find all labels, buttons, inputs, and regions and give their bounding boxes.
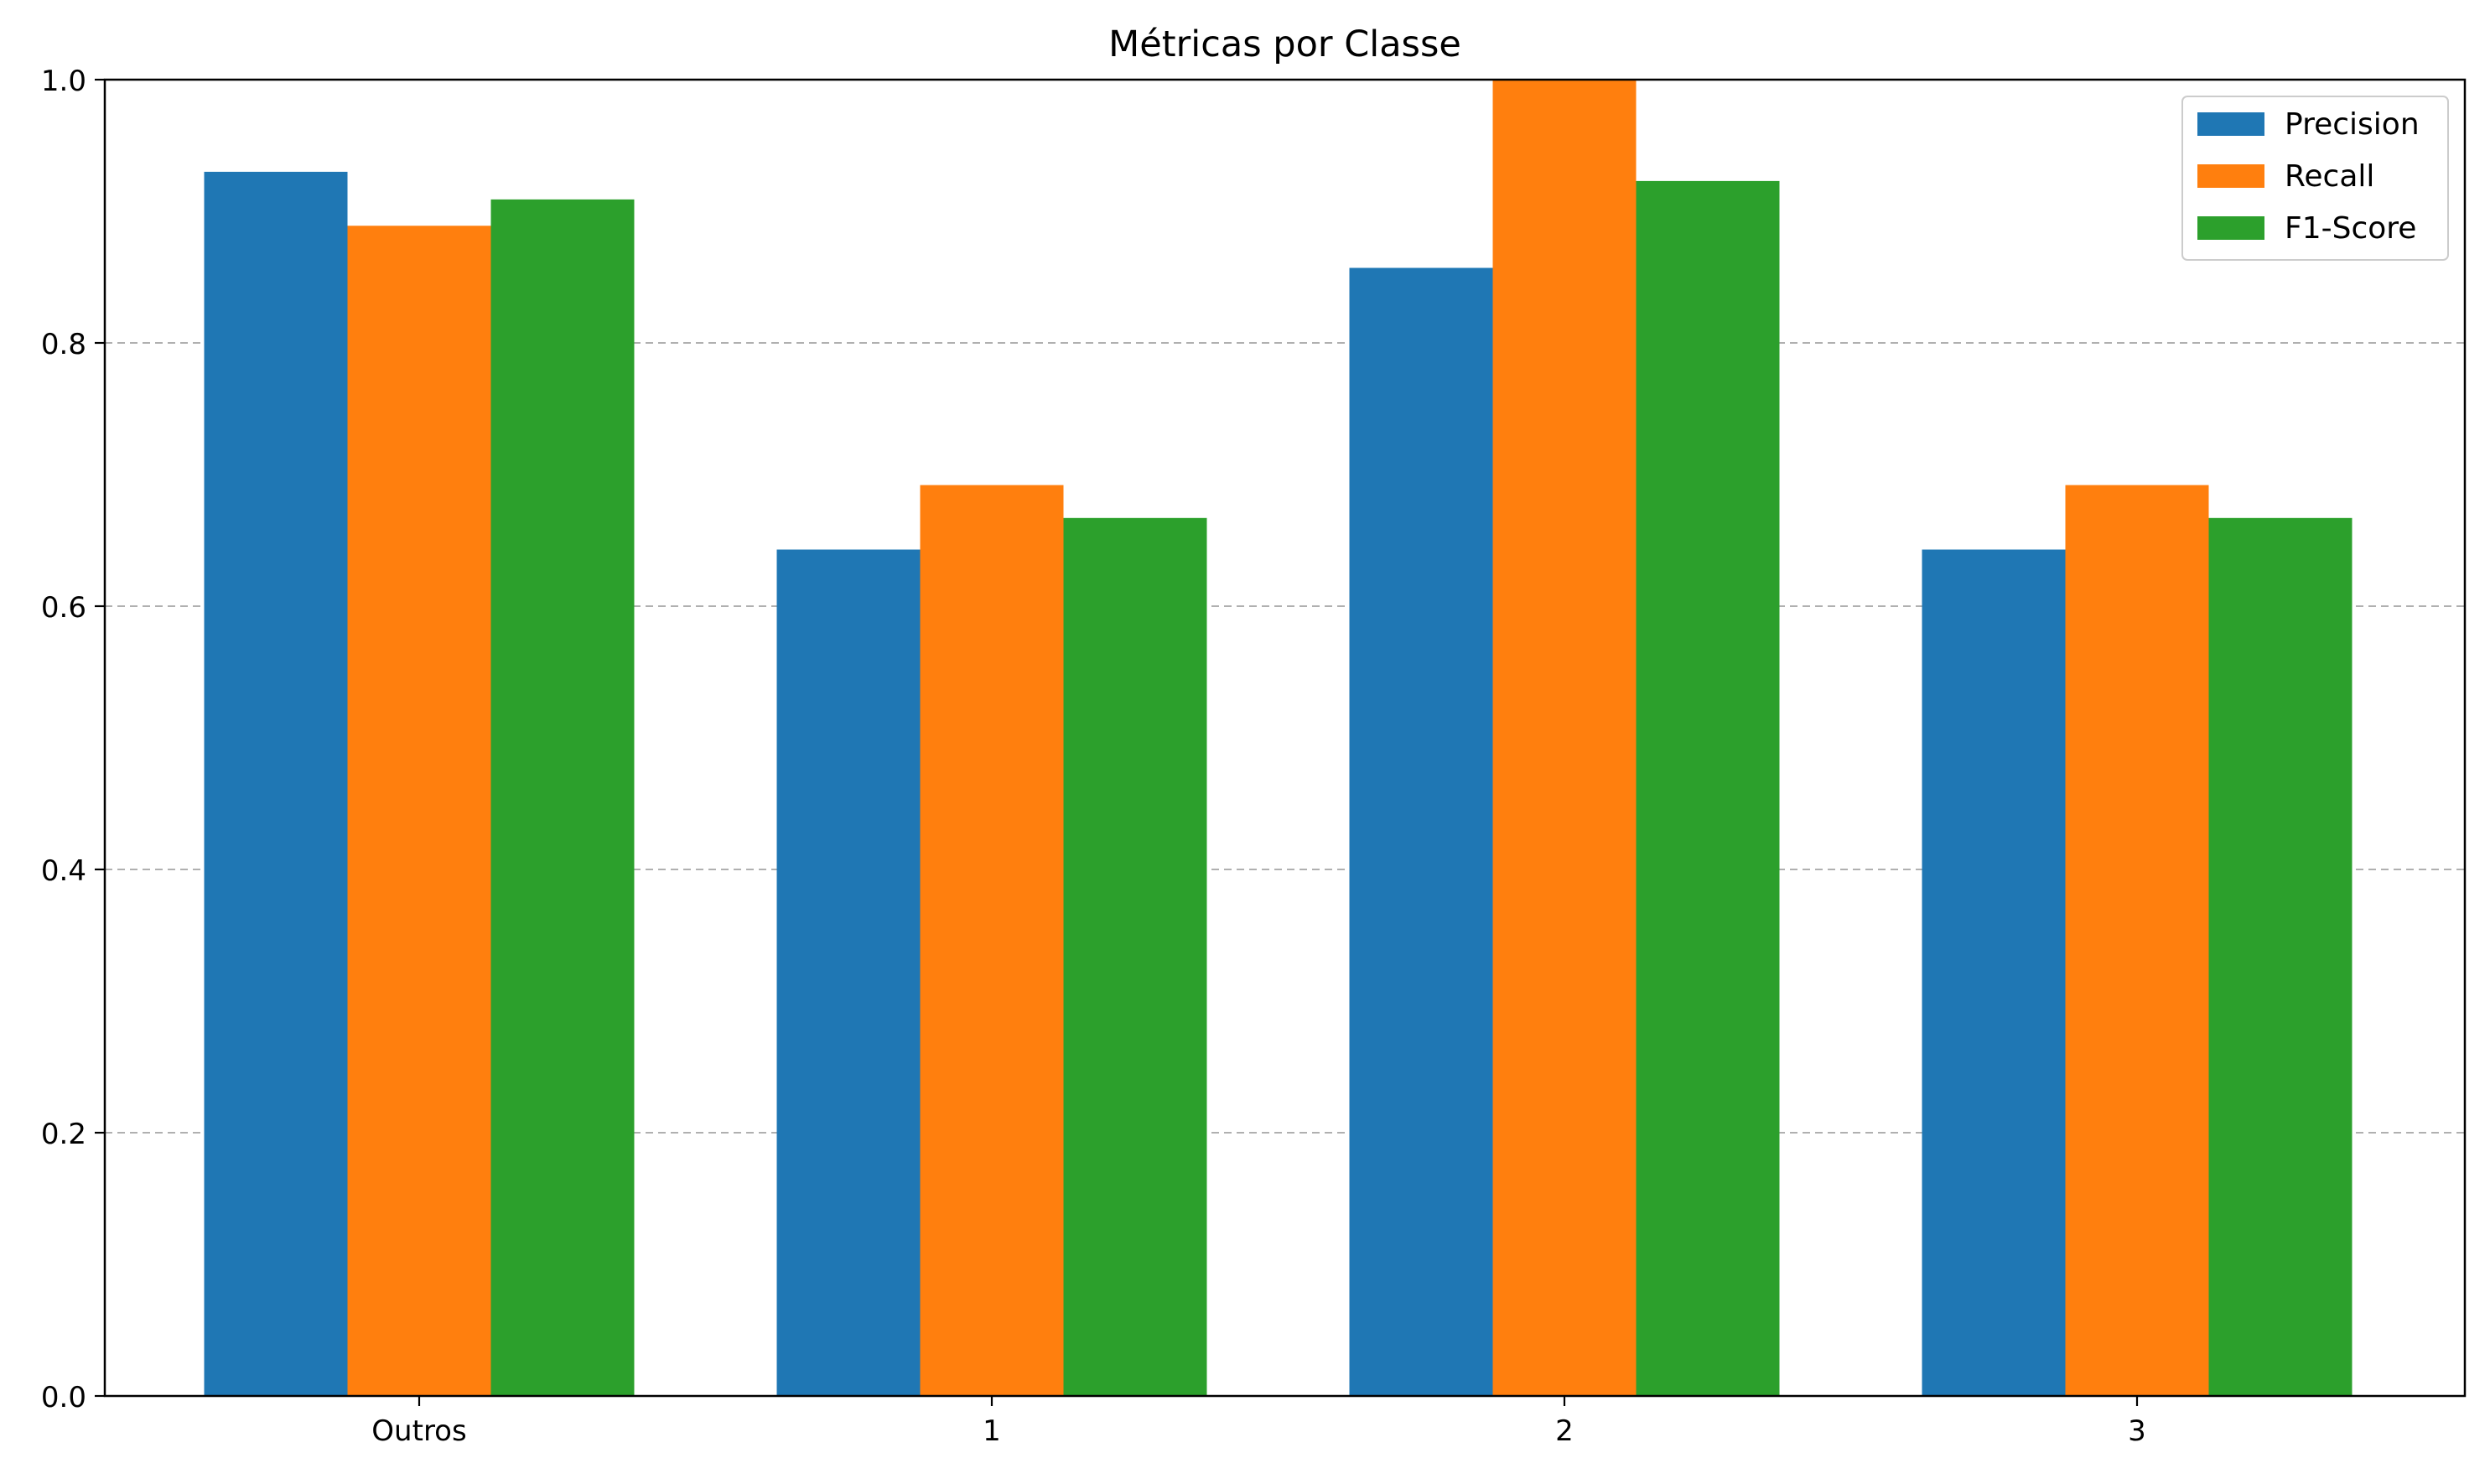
x-tick-label: Outros	[371, 1414, 466, 1448]
chart-title: Métricas por Classe	[1108, 23, 1461, 65]
x-tick-label: 3	[2128, 1414, 2146, 1448]
plot-frame	[103, 78, 2467, 1398]
bar-recall-3	[2065, 485, 2209, 1396]
legend-swatch	[2197, 216, 2264, 240]
legend[interactable]: Precision Recall F1-Score	[2181, 96, 2449, 261]
y-tick-label: 0.8	[41, 328, 86, 361]
legend-label: Recall	[2285, 159, 2374, 194]
legend-swatch	[2197, 164, 2264, 188]
legend-swatch	[2197, 112, 2264, 136]
bar-f1-score-2	[1636, 180, 1780, 1396]
y-tick-label: 0.0	[41, 1381, 86, 1414]
bar-precision-1	[776, 549, 921, 1396]
x-tick-label: 1	[983, 1414, 1001, 1448]
y-tick-label: 0.4	[41, 854, 86, 888]
bar-precision-outros	[204, 171, 348, 1396]
x-tick-label: 2	[1555, 1414, 1574, 1448]
y-tick-label: 0.6	[41, 591, 86, 625]
y-tick-label: 0.2	[41, 1118, 86, 1151]
bar-f1-score-1	[1063, 517, 1207, 1396]
bar-f1-score-outros	[490, 199, 635, 1396]
legend-label: F1-Score	[2285, 211, 2416, 246]
y-axis: 0.0 0.2 0.4 0.6 0.8 1.0	[41, 65, 105, 1414]
bars	[204, 80, 2353, 1396]
bar-recall-2	[1492, 80, 1637, 1396]
bar-recall-outros	[347, 226, 491, 1396]
bar-f1-score-3	[2208, 517, 2353, 1396]
y-tick-label: 1.0	[41, 65, 86, 98]
bar-recall-1	[920, 485, 1064, 1396]
x-axis: Outros 1 2 3	[371, 1396, 2146, 1448]
legend-label: Precision	[2285, 107, 2420, 142]
bar-precision-2	[1349, 267, 1493, 1396]
bar-precision-3	[1922, 549, 2066, 1396]
